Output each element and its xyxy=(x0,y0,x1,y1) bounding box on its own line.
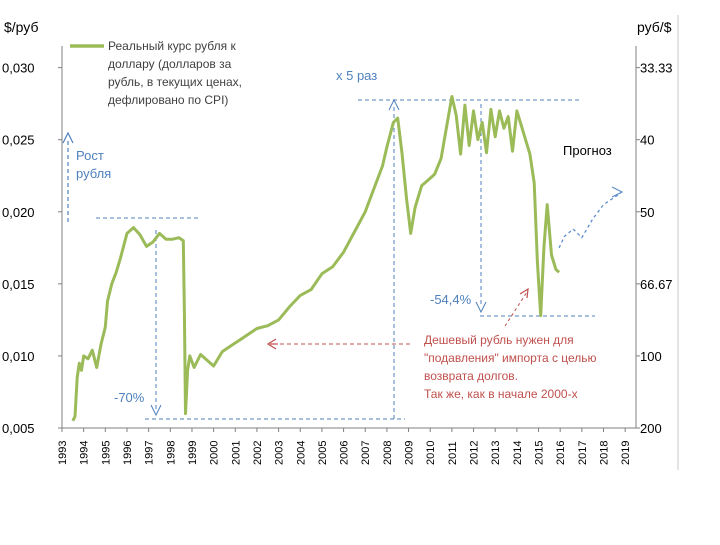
real-rate-series-line xyxy=(71,95,561,422)
x-tick-label: 2016 xyxy=(555,441,567,465)
x-tick-label: 2004 xyxy=(295,441,307,465)
note-line-2: "подавления" импорта с целью xyxy=(424,351,597,365)
note-arrow-2-shaft xyxy=(504,291,528,327)
x-tick-label: 2011 xyxy=(447,441,459,465)
x-tick-label: 2015 xyxy=(534,441,546,465)
x-tick-label: 1999 xyxy=(187,441,199,465)
legend-label-line-1: Реальный курс рубля к xyxy=(108,39,236,53)
left-tick-label: 0,020 xyxy=(2,205,35,220)
right-tick-label: 40 xyxy=(640,133,654,148)
x-tick-label: 2014 xyxy=(512,441,524,465)
x-tick-label: 1994 xyxy=(79,441,91,465)
left-axis-title: $/руб xyxy=(4,19,38,35)
x-tick-label: 2017 xyxy=(577,441,589,465)
x-tick-label: 2019 xyxy=(620,441,632,465)
legend: Реальный курс рубля к доллару (долларов … xyxy=(70,39,242,107)
x-tick-label: 2008 xyxy=(382,441,394,465)
right-axis-ticks: 200 100 66.67 50 40 33.33 xyxy=(636,61,673,436)
x-tick-label: 2001 xyxy=(230,441,242,465)
x-tick-label: 1998 xyxy=(165,441,177,465)
legend-label-line-2: доллару (долларов за xyxy=(108,57,232,71)
note-line-1: Дешевый рубль нужен для xyxy=(424,333,574,347)
right-tick-label: 66.67 xyxy=(640,277,673,292)
arrow-x5-head xyxy=(388,98,400,111)
annotation-minus54: -54,4% xyxy=(430,292,472,307)
x-tick-label: 2005 xyxy=(317,441,329,465)
right-axis-title: руб/$ xyxy=(637,19,672,35)
data-series xyxy=(71,95,622,422)
note-arrow-2-head xyxy=(519,287,529,299)
x-tick-label: 2013 xyxy=(490,441,502,465)
x-tick-label: 2002 xyxy=(252,441,264,465)
x-tick-label: 2007 xyxy=(360,441,372,465)
annotation-forecast: Прогноз xyxy=(563,143,612,158)
x-tick-label: 2018 xyxy=(599,441,611,465)
right-tick-label: 50 xyxy=(640,205,654,220)
left-tick-label: 0,005 xyxy=(2,421,35,436)
forecast-series-line xyxy=(558,192,622,249)
x-tick-label: 1993 xyxy=(57,441,69,465)
right-tick-label: 200 xyxy=(640,421,662,436)
right-tick-label: 100 xyxy=(640,349,662,364)
x-tick-label: 2012 xyxy=(469,441,481,465)
x-tick-label: 2003 xyxy=(274,441,286,465)
note-arrow-head xyxy=(266,338,278,350)
annotation-rost-line-1: Рост xyxy=(76,148,104,163)
annotation-guides xyxy=(62,98,624,420)
left-tick-label: 0,030 xyxy=(2,61,35,76)
x-tick-label: 1995 xyxy=(100,441,112,465)
annotation-x5: x 5 раз xyxy=(336,68,377,83)
note-line-3: возврата долгов. xyxy=(424,369,518,383)
arrow-minus70-head xyxy=(150,404,162,417)
right-tick-label: 33.33 xyxy=(640,61,673,76)
plot-frame xyxy=(61,15,679,470)
arrow-minus54-head xyxy=(475,301,487,314)
legend-label-line-4: дефлировано по CPI) xyxy=(108,93,228,107)
annotation-minus70: -70% xyxy=(114,390,145,405)
x-tick-label: 2010 xyxy=(425,441,437,465)
left-tick-label: 0,025 xyxy=(2,133,35,148)
x-tick-label: 2000 xyxy=(209,441,221,465)
x-tick-label: 1996 xyxy=(122,441,134,465)
x-tick-label: 2006 xyxy=(339,441,351,465)
annotation-rost-line-2: рубля xyxy=(76,166,111,181)
left-tick-label: 0,015 xyxy=(2,277,35,292)
x-tick-label: 2009 xyxy=(404,441,416,465)
arrow-rost-head xyxy=(62,131,74,144)
x-axis-ticks: 1993 1994 1995 1996 1997 1998 1999 2000 2001 2002… xyxy=(57,428,632,465)
left-axis-ticks: 0,005 0,010 0,015 0,020 0,025 0,030 xyxy=(2,61,62,436)
legend-label-line-3: рубль, в текущих ценах, xyxy=(108,75,242,89)
forecast-arrow-head xyxy=(611,186,624,198)
note-line-4: Так же, как в начале 2000-х xyxy=(424,387,578,401)
left-tick-label: 0,010 xyxy=(2,349,35,364)
x-tick-label: 1997 xyxy=(144,441,156,465)
